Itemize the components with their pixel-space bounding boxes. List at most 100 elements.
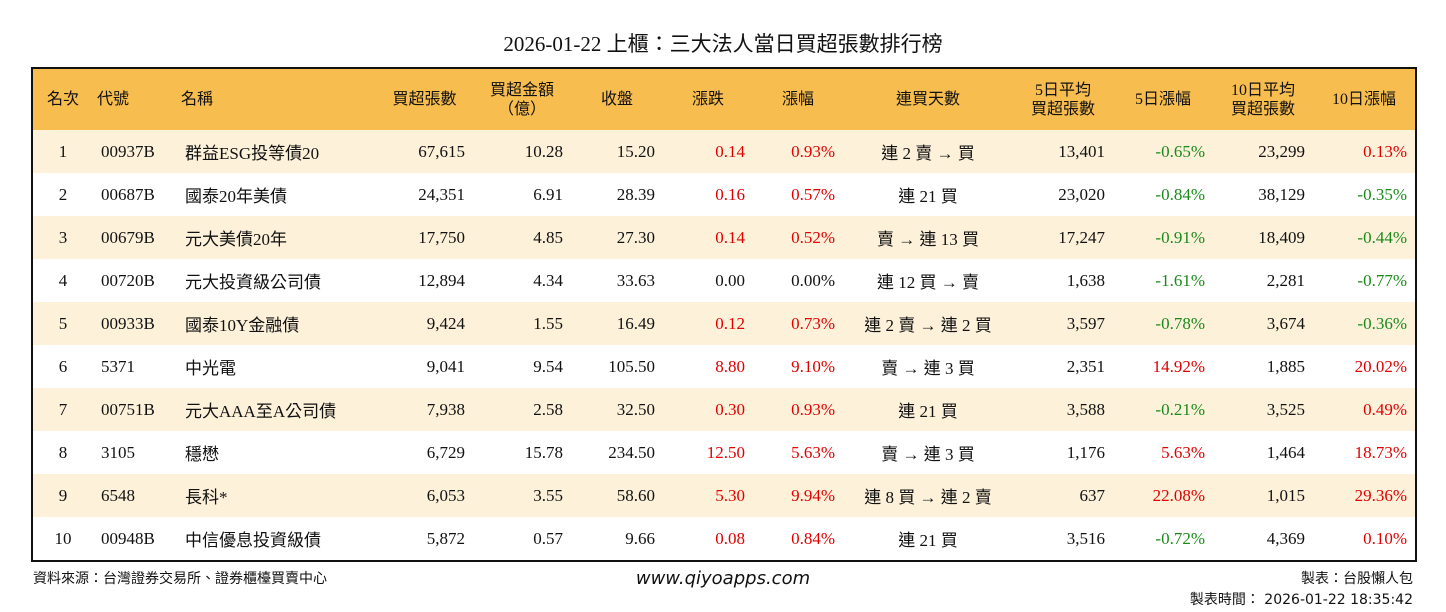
table-cell: 22.08% [1152,485,1205,505]
table-cell: 20.02% [1354,356,1407,376]
table-cell: 3,597 [1066,313,1105,333]
table-cell: 8.80 [715,356,745,376]
table-cell: 33.63 [616,270,655,290]
table-cell: -0.21% [1155,399,1205,419]
table-cell: 17,247 [1058,227,1105,247]
table-cell: 1,015 [1266,485,1305,505]
author: 製表：台股懶人包 [1301,571,1413,587]
table-cell: 637 [1079,485,1106,505]
table-cell: 3,525 [1266,399,1305,419]
table-cell: 00933B [101,313,155,333]
table-cell: 6,053 [426,485,465,505]
table-cell: 0.10% [1363,528,1407,548]
title: 2026-01-22 上櫃：三大法人當日買超張數排行榜 [503,32,943,56]
table-cell: 賣 → 連 3 買 [881,445,975,464]
table-cell: 1 [58,141,68,161]
column-header: 漲幅 [781,91,814,108]
table-cell: 0.57% [791,184,835,204]
table-cell: -0.77% [1357,270,1407,290]
column-header: 10日漲幅 [1331,91,1396,108]
column-header: 買超金額 （億） [489,81,554,118]
table-cell: 18.73% [1354,442,1407,462]
table-cell: 9.66 [625,528,655,548]
table-cell: -1.61% [1155,270,1205,290]
table-cell: 9,041 [426,356,465,376]
table-cell: 24,351 [418,184,465,204]
table-cell: 0.30 [715,399,745,419]
table-cell: 5,872 [426,528,465,548]
table-cell: 連 2 賣 → 買 [881,144,975,163]
table-cell: 00687B [101,184,155,204]
table-cell: 0.14 [715,141,745,161]
table-cell: 00679B [101,227,155,247]
table-cell: 0.13% [1363,141,1407,161]
table-cell: 12.50 [706,442,745,462]
table-cell: 0.49% [1363,399,1407,419]
column-header: 名稱 [181,91,214,108]
column-header: 買超張數 [392,91,457,108]
column-header: 代號 [97,91,130,108]
column-header: 連買天數 [895,91,960,108]
table-cell: 3,588 [1066,399,1105,419]
column-header: 10日平均 買超張數 [1230,81,1295,118]
table-cell: 16.49 [616,313,655,333]
table-row: 1 00937B 群益ESG投等債20 67,615 10.28 15.20 0.14 0.9… [32,130,1416,173]
table-cell: 9.94% [791,485,835,505]
table-cell: 6,729 [426,442,465,462]
table-row: 7 00751B 元大AAA至A公司債 7,938 2.58 32.50 0.30 0.93%… [32,388,1416,431]
table-cell: 8 [58,442,68,462]
table-cell: -0.36% [1357,313,1407,333]
ranking-table: 名次 代號 名稱 買超張數 買超金額 （億） 收盤 漲跌 漲幅 連買天數 5日平均 買超張數 5日漲… [31,67,1417,562]
table-cell: 0.93% [791,141,835,161]
table-cell: 4.34 [533,270,563,290]
table-cell: 3,674 [1266,313,1305,333]
column-header: 5日漲幅 [1134,91,1191,108]
table-cell: 00751B [101,399,155,419]
table-cell: 0.84% [791,528,835,548]
table-cell: -0.35% [1357,184,1407,204]
table-row: 4 00720B 元大投資級公司債 12,894 4.34 33.63 0.00 0.00% 連… [32,259,1416,302]
table-cell: 3.55 [533,485,563,505]
table-cell: 10.28 [524,141,563,161]
table-cell: 9.10% [791,356,835,376]
table-cell: 15.20 [616,141,655,161]
header-row: 名次 代號 名稱 買超張數 買超金額 （億） 收盤 漲跌 漲幅 連買天數 5日平均 買超張數 5日漲… [32,68,1416,130]
table-cell: 28.39 [616,184,655,204]
table-cell: 18,409 [1258,227,1305,247]
table-cell: 連 2 賣 → 連 2 買 [864,316,992,335]
table-row: 8 3105 穩懋 6,729 15.78 234.50 12.50 5.63% 賣 → 連 3… [32,431,1416,474]
table-cell: 4 [58,270,68,290]
table-cell: 29.36% [1354,485,1407,505]
table-cell: 元大AAA至A公司債 [185,402,337,421]
table-cell: 1,885 [1266,356,1305,376]
table-cell: 38,129 [1258,184,1305,204]
table-cell: 0.52% [791,227,835,247]
table-row: 5 00933B 國泰10Y金融債 9,424 1.55 16.49 0.12 0.73% 連 … [32,302,1416,345]
column-header: 收盤 [600,91,633,108]
table-cell: 賣 → 連 13 買 [877,230,979,249]
table-cell: 0.00 [715,270,745,290]
table-cell: 00948B [101,528,155,548]
table-cell: 23,299 [1258,141,1305,161]
table-cell: 15.78 [524,442,563,462]
table-cell: 6.91 [533,184,563,204]
table-header: 名次 代號 名稱 買超張數 買超金額 （億） 收盤 漲跌 漲幅 連買天數 5日平均 買超張數 5日漲… [32,68,1416,130]
table-cell: -0.72% [1155,528,1205,548]
table-cell: 連 12 買 → 賣 [877,273,979,292]
table-cell: 13,401 [1058,141,1105,161]
table-cell: 6548 [101,485,135,505]
table-cell: 2,351 [1066,356,1105,376]
table-cell: 32.50 [616,399,655,419]
table-cell: 5.30 [715,485,745,505]
table-cell: -0.78% [1155,313,1205,333]
table-cell: 2.58 [533,399,563,419]
table-cell: 6 [58,356,68,376]
table-cell: 連 8 買 → 連 2 賣 [864,488,992,507]
table-body: 1 00937B 群益ESG投等債20 67,615 10.28 15.20 0.14 0.9… [32,130,1416,561]
column-header: 5日平均 買超張數 [1030,81,1095,118]
website: www.qiyoapps.com [635,568,811,589]
table-cell: 賣 → 連 3 買 [881,359,975,378]
table-cell: 2 [58,184,68,204]
